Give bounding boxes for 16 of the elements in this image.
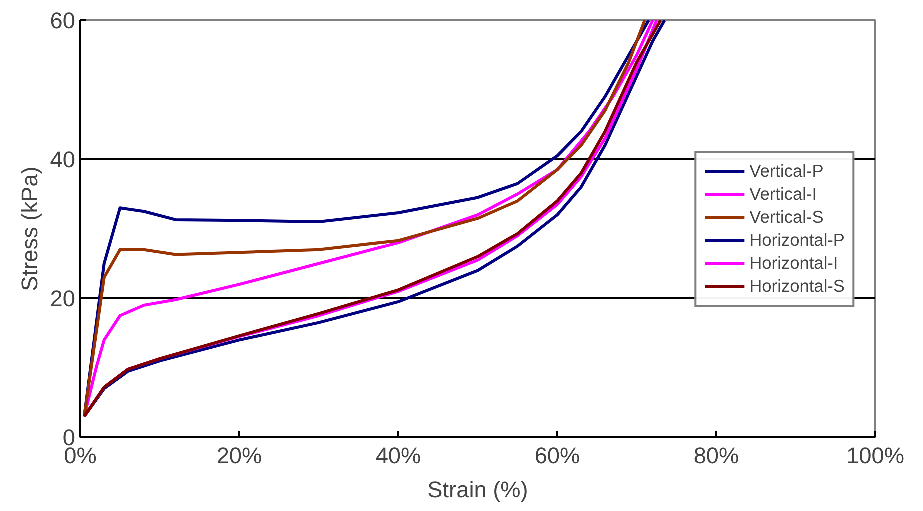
x-tick-label: 100% [846,442,904,468]
x-tick-label: 80% [694,442,740,468]
legend-label: Horizontal-P [750,230,845,250]
y-tick-label: 60 [50,8,76,34]
x-tick-label: 60% [534,442,580,468]
legend-label: Vertical-I [750,184,818,204]
legend-label: Horizontal-I [750,252,838,274]
y-tick-label: 40 [50,146,76,172]
x-tick-label: 40% [376,442,422,468]
x-axis-title: Strain (%) [428,476,528,502]
y-axis-title: Stress (kPa) [16,166,42,292]
x-tick-label: 20% [216,442,262,468]
legend-label: Horizontal-S [750,276,845,296]
y-tick-label: 20 [50,286,76,312]
legend-label: Vertical-S [750,206,824,228]
legend-label: Vertical-P [750,160,824,182]
